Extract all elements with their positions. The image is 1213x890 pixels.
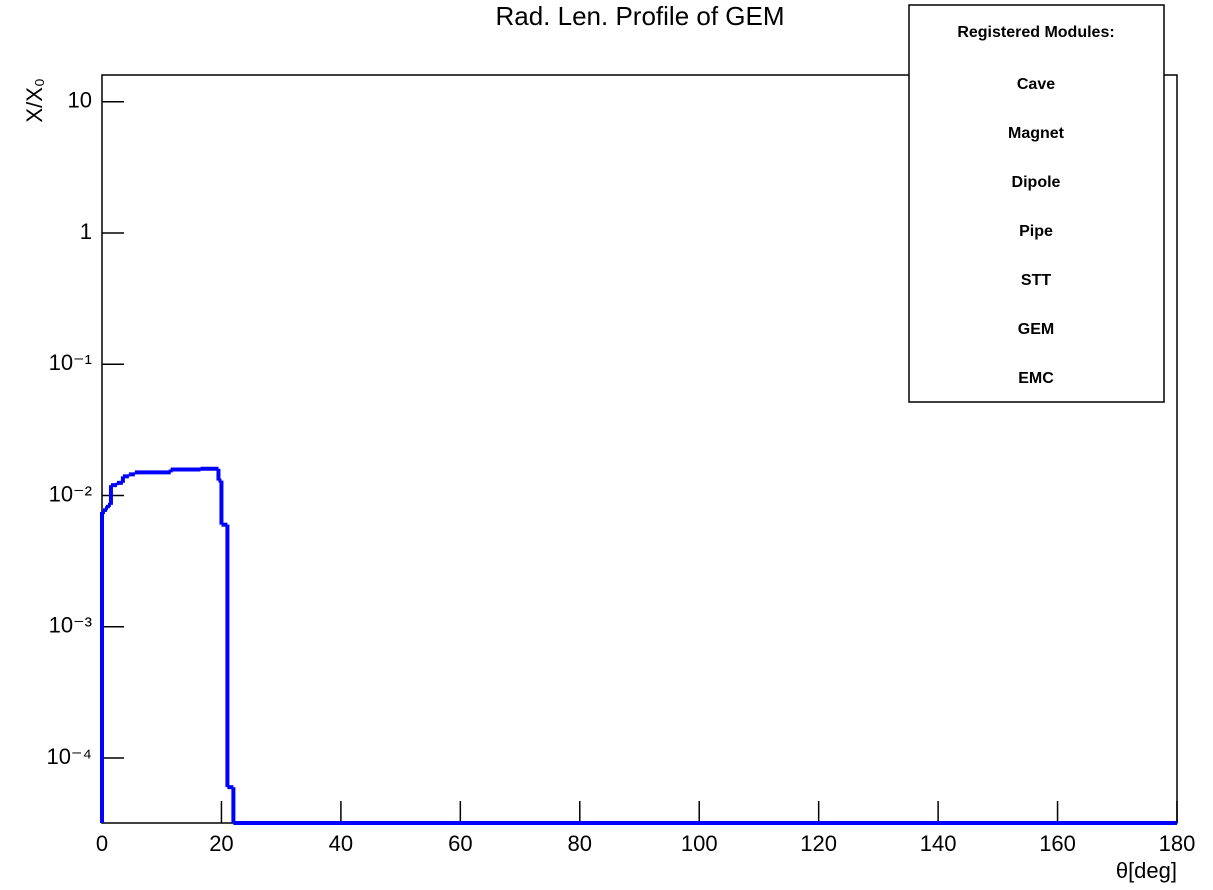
y-tick-label: 10⁻¹ [49,350,92,375]
x-tick-label: 160 [1039,831,1076,856]
legend-entry: Dipole [1012,174,1061,191]
legend-title: Registered Modules: [957,24,1114,41]
y-tick-label: 1 [80,219,92,244]
legend-entry: STT [1021,272,1051,289]
legend-entry: Pipe [1019,223,1053,240]
x-tick-label: 140 [920,831,957,856]
x-tick-label: 60 [448,831,472,856]
x-tick-label: 80 [568,831,592,856]
y-tick-label: 10⁻² [49,481,92,506]
chart-title: Rad. Len. Profile of GEM [495,1,784,31]
y-axis-label: X/X₀ [22,78,47,123]
y-tick-label: 10⁻⁴ [46,744,92,769]
x-tick-label: 180 [1159,831,1196,856]
y-tick-label: 10 [68,88,92,113]
y-tick-label: 10⁻³ [49,613,92,638]
legend-entry: Magnet [1008,125,1065,142]
x-tick-label: 0 [96,831,108,856]
x-tick-label: 20 [209,831,233,856]
x-tick-label: 100 [681,831,718,856]
x-axis-label: θ[deg] [1116,858,1177,883]
legend-entry: EMC [1018,370,1054,387]
legend-entry: GEM [1018,321,1054,338]
x-tick-label: 120 [800,831,837,856]
legend-entry: Cave [1017,76,1055,93]
x-tick-label: 40 [329,831,353,856]
legend-box [908,4,1165,403]
